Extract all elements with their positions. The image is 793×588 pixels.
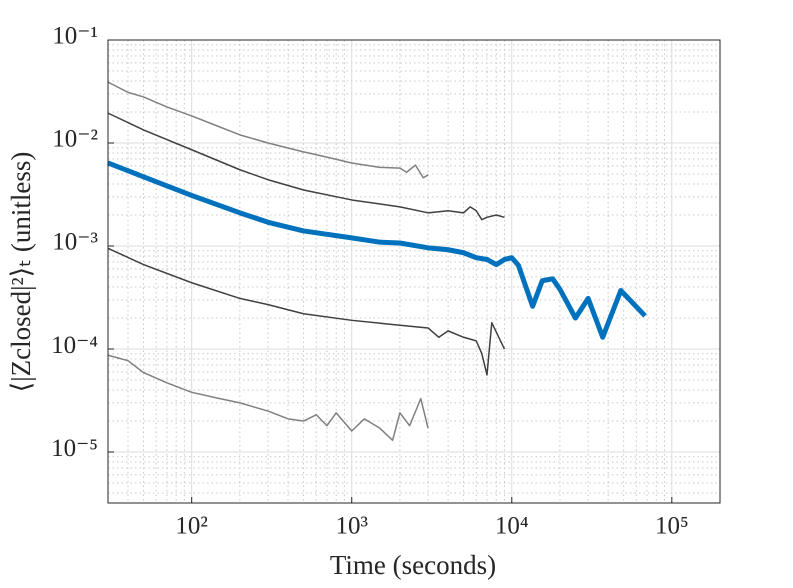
x-axis-label: Time (seconds)	[330, 550, 496, 580]
data-line	[107, 354, 429, 442]
x-tick-label: 10⁴	[495, 513, 529, 540]
y-axis-label: ⟨|Zclosed|²⟩ₜ (unitless)	[6, 152, 36, 393]
x-tick-label: 10⁵	[655, 513, 689, 540]
y-tick-label: 10⁻²	[52, 126, 98, 153]
x-tick-label: 10²	[175, 513, 208, 540]
data-line	[107, 160, 647, 340]
y-tick-label: 10⁻⁴	[51, 332, 98, 359]
data-line	[107, 112, 505, 221]
y-tick-label: 10⁻¹	[52, 23, 98, 50]
data-line	[107, 247, 506, 376]
plot-area	[108, 40, 720, 503]
plot-frame	[107, 39, 721, 504]
y-tick-label: 10⁻³	[52, 229, 98, 256]
x-tick-label: 10³	[335, 513, 368, 540]
y-tick-label: 10⁻⁵	[51, 435, 98, 462]
data-line	[107, 81, 429, 179]
